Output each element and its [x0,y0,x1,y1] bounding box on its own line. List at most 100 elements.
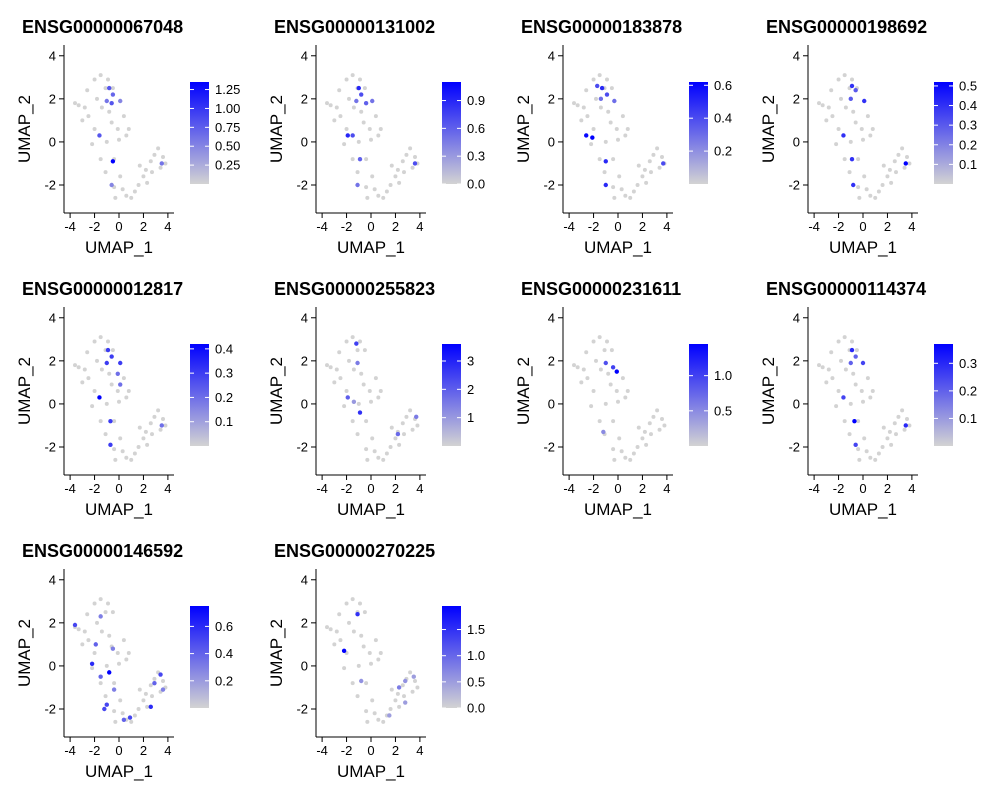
expressed-cell-point [661,161,666,166]
cell-point [344,127,349,131]
expressed-cell-point [98,674,103,679]
x-tick-label: -2 [89,481,101,496]
cell-point [636,163,641,168]
x-tick-label: 4 [908,219,915,234]
legend-tick-label: 1.25 [215,82,240,97]
cell-point [393,436,398,441]
legend-tick-label: 1 [467,410,474,425]
cell-point [404,152,409,157]
cell-point [408,408,413,413]
x-axis-title: UMAP_1 [85,500,153,519]
cell-point [611,185,616,190]
cell-point [358,339,362,344]
cell-point [870,127,875,131]
expressed-cell-point [118,360,123,366]
expressed-cell-point [108,442,113,448]
cell-point [362,610,367,615]
expressed-cell-point [159,423,164,428]
cell-point [644,442,649,447]
cell-point [397,442,402,447]
cell-point [150,432,154,437]
cell-point [332,118,337,123]
cell-point [829,88,834,93]
expressed-cell-point [903,423,908,428]
cell-point [616,137,620,142]
cell-point [106,339,110,344]
cell-point [885,436,890,441]
cell-point [372,711,377,716]
feature-panel-8: ENSG00000114374 -4 -2 0 2 4 -2 0 2 4 UMAP_1 UMAP_2 0… [759,279,977,519]
x-tick-label: 0 [115,219,122,234]
cell-point [589,404,594,409]
cell-point [124,455,129,460]
expressed-cell-point [853,88,858,93]
cell-point [623,133,628,138]
expressed-cell-point [359,92,364,97]
cell-point [619,449,624,454]
cell-point [616,399,620,404]
cell-point [373,376,378,381]
expressed-cell-point [359,678,364,684]
x-tick-label: -2 [89,219,101,234]
y-axis-title: UMAP_2 [759,95,778,163]
y-axis-title: UMAP_2 [15,95,34,163]
panel-title: ENSG00000231611 [521,279,681,299]
cell-point [98,73,103,78]
cell-point [364,447,369,452]
y-tick-label: 4 [548,48,555,63]
cell-point [92,339,97,344]
cell-point [115,127,120,131]
cell-point [850,339,854,344]
cell-point [876,189,881,194]
cell-point [378,127,383,131]
x-tick-label: -2 [588,219,600,234]
cell-point [640,436,645,441]
cell-point [373,114,378,119]
expressed-cell-point [97,133,102,138]
x-tick-label: -2 [89,743,101,758]
cell-point [373,638,378,643]
cell-point [365,457,370,462]
cell-point [107,633,112,638]
y-axis-title: UMAP_2 [15,357,34,425]
x-tick-label: -4 [64,481,76,496]
y-tick-label: -2 [543,178,555,193]
x-tick-label: 2 [639,481,646,496]
cell-point [364,681,369,686]
cell-point [344,601,349,606]
y-tick-label: 0 [301,134,308,149]
cell-point [150,694,154,699]
expressed-cell-point [355,182,360,188]
cell-point [581,367,586,372]
expressed-cell-point [841,395,846,400]
cell-point [817,101,821,106]
expressed-cell-point [108,418,113,424]
cell-point [82,367,87,372]
cell-point [864,449,869,454]
cell-point [76,103,81,108]
cell-point [344,339,349,344]
cell-point [126,651,131,655]
cell-point [356,139,361,144]
cell-point [110,86,115,91]
expressed-cell-point [341,648,347,654]
y-tick-label: 2 [301,353,308,368]
cell-point [347,96,351,101]
cell-point [163,423,168,428]
cell-point [150,170,154,175]
cell-point [364,185,369,190]
cell-point [106,77,110,82]
cell-point [389,163,394,168]
expressed-cell-point [603,182,608,188]
expressed-cell-point [118,382,123,387]
color-legend-bar [934,344,953,446]
expressed-cell-point [903,161,908,166]
cell-point [850,77,854,82]
x-tick-label: 2 [884,219,891,234]
legend-tick-label: 0.1 [959,157,977,172]
x-tick-label: 0 [367,743,374,758]
cell-point [156,408,161,413]
cell-point [820,103,825,108]
cell-point [575,103,580,108]
expressed-cell-point [109,182,114,188]
